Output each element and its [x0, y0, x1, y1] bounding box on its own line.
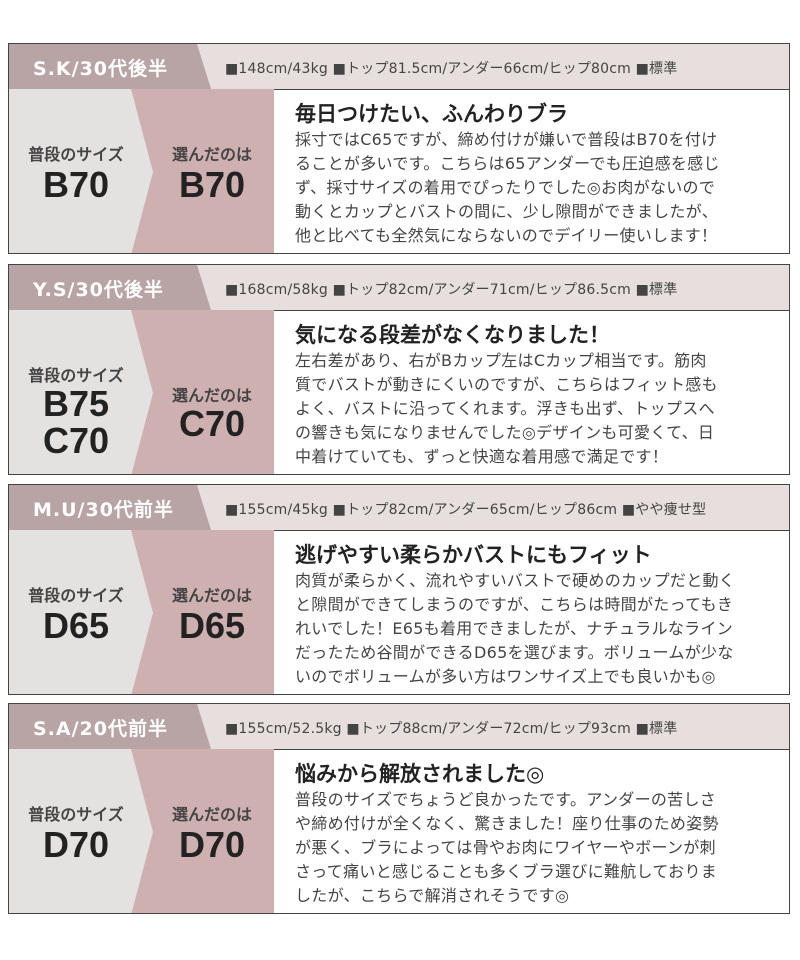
review-body: 採寸ではC65ですが、締め付けが嫌いで普段はB70を付け ることが多いです。こちら…: [295, 128, 720, 248]
review-header: Y.S/30代後半 ■168cm/58kg ■トップ82cm/アンダー71cm/…: [9, 265, 789, 311]
review-line: と隙間ができてしまうのですが、こちらは時間がたってもき: [295, 595, 734, 614]
review-card: Y.S/30代後半 ■168cm/58kg ■トップ82cm/アンダー71cm/…: [8, 264, 790, 475]
review-line: 質でバストが動きにくいのですが、こちらはフィット感も: [295, 375, 718, 394]
chosen-size-panel: [131, 89, 274, 253]
review-body: 左右差があり、右がBカップ左はCカップ相当です。筋肉 質でバストが動きにくいのです…: [295, 349, 718, 469]
review-line: したが、こちらで解消されそうです◎: [295, 886, 570, 905]
review-line: が悪く、ブラによっては骨やお肉にワイヤーやボーンが刺: [295, 838, 716, 857]
review-line: よく、バストに沿ってくれます。浮きも出ず、トップスへ: [295, 399, 715, 418]
usual-size-label: 普段のサイズ: [28, 145, 124, 164]
review-title: 逃げやすい柔らかバストにもフィット: [295, 543, 652, 567]
chosen-size-label: 選んだのは: [171, 145, 252, 164]
review-header: M.U/30代前半 ■155cm/45kg ■トップ82cm/アンダー65cm/…: [9, 485, 789, 531]
review-card: S.K/30代後半 ■148cm/43kg ■トップ81.5cm/アンダー66c…: [8, 43, 790, 254]
reviewer-name: S.K/30代後半: [33, 58, 169, 80]
chosen-size: B70: [178, 164, 246, 205]
review-line: いのでボリュームが多い方はワンサイズ上でも良いかも◎: [295, 667, 716, 686]
review-line: や締め付けが全くなく、驚きました！座り仕事のため姿勢: [295, 814, 719, 833]
usual-size-value: C70: [42, 420, 110, 461]
review-title: 気になる段差がなくなりました！: [295, 323, 610, 347]
chosen-size-label: 選んだのは: [171, 386, 252, 405]
usual-size-value: B75: [42, 383, 110, 424]
review-line: 採寸ではC65ですが、締め付けが嫌いで普段はB70を付け: [295, 130, 718, 149]
reviewer-tag: [9, 44, 211, 89]
review-line: 普段のサイズでちょうど良かったです。アンダーの苦しさ: [295, 790, 717, 809]
review-header: S.K/30代後半 ■148cm/43kg ■トップ81.5cm/アンダー66c…: [9, 44, 789, 90]
reviewer-stats: ■168cm/58kg ■トップ82cm/アンダー71cm/ヒップ86.5cm …: [225, 282, 678, 298]
chosen-size-panel: [131, 749, 274, 913]
chosen-size-panel: [131, 530, 274, 694]
review-line: 他と比べても全然気にならないのでデイリー使いします！: [295, 226, 718, 245]
chosen-size: D70: [178, 824, 246, 865]
review-line: 中着けていても、ずっと快適な着用感で満足です！: [295, 447, 669, 466]
usual-size-value: B70: [42, 164, 110, 205]
review-card: S.A/20代前半 ■155cm/52.5kg ■トップ88cm/アンダー72c…: [8, 703, 790, 914]
usual-size-value: D65: [42, 605, 110, 646]
chosen-size: C70: [178, 403, 246, 444]
reviewer-name: Y.S/30代後半: [33, 279, 164, 301]
review-header: S.A/20代前半 ■155cm/52.5kg ■トップ88cm/アンダー72c…: [9, 704, 789, 750]
review-line: さって痛いと感じることも多くブラ選びに難航しておりま: [295, 862, 718, 881]
reviewer-name: M.U/30代前半: [33, 499, 174, 521]
reviewer-stats: ■155cm/52.5kg ■トップ88cm/アンダー72cm/ヒップ93cm …: [225, 721, 678, 737]
usual-size-label: 普段のサイズ: [28, 366, 124, 385]
reviewer-tag: [9, 485, 211, 530]
chosen-size: D65: [178, 605, 246, 646]
usual-size: B70: [9, 166, 143, 203]
usual-size-label: 普段のサイズ: [28, 586, 124, 605]
review-body: 肉質が柔らかく、流れやすいバストで硬めのカップだと動く と隙間ができてしまうのです…: [295, 569, 735, 689]
review-line: だったため谷間ができるD65を選びます。ボリュームが少な: [295, 643, 734, 662]
review-title: 悩みから解放されました◎: [295, 762, 545, 786]
chosen-size-label: 選んだのは: [171, 805, 252, 824]
reviewer-tag: [9, 265, 211, 310]
usual-size-label: 普段のサイズ: [28, 805, 124, 824]
reviewer-stats: ■155cm/45kg ■トップ82cm/アンダー65cm/ヒップ86cm ■や…: [225, 502, 707, 518]
usual-size: B75 C70: [9, 385, 143, 459]
chosen-size-panel: [131, 310, 274, 474]
reviewer-tag: [9, 704, 211, 749]
chosen-size-label: 選んだのは: [171, 586, 252, 605]
review-card: M.U/30代前半 ■155cm/45kg ■トップ82cm/アンダー65cm/…: [8, 484, 790, 695]
review-line: 肉質が柔らかく、流れやすいバストで硬めのカップだと動く: [295, 571, 736, 590]
review-body: 普段のサイズでちょうど良かったです。アンダーの苦しさ や締め付けが全くなく、驚きま…: [295, 788, 719, 908]
reviewer-stats: ■148cm/43kg ■トップ81.5cm/アンダー66cm/ヒップ80cm …: [225, 61, 678, 77]
usual-size: D65: [9, 607, 143, 644]
review-line: れいでした！E65も着用できましたが、ナチュラルなライン: [295, 619, 734, 638]
usual-size: D70: [9, 826, 143, 863]
usual-size-value: D70: [42, 824, 110, 865]
review-line: ることが多いです。こちらは65アンダーでも圧迫感を感じ: [295, 154, 720, 173]
review-line: 動くとカップとバストの間に、少し隙間ができましたが、: [295, 202, 719, 221]
review-line: 左右差があり、右がBカップ左はCカップ相当です。筋肉: [295, 351, 707, 370]
reviewer-name: S.A/20代前半: [33, 718, 168, 740]
review-line: ず、採寸サイズの着用でぴったりでした◎お肉がないので: [295, 178, 716, 197]
review-title: 毎日つけたい、ふんわりブラ: [295, 102, 568, 126]
review-line: の響きも気になりませんでした◎デザインも可愛くて、日: [295, 423, 715, 442]
